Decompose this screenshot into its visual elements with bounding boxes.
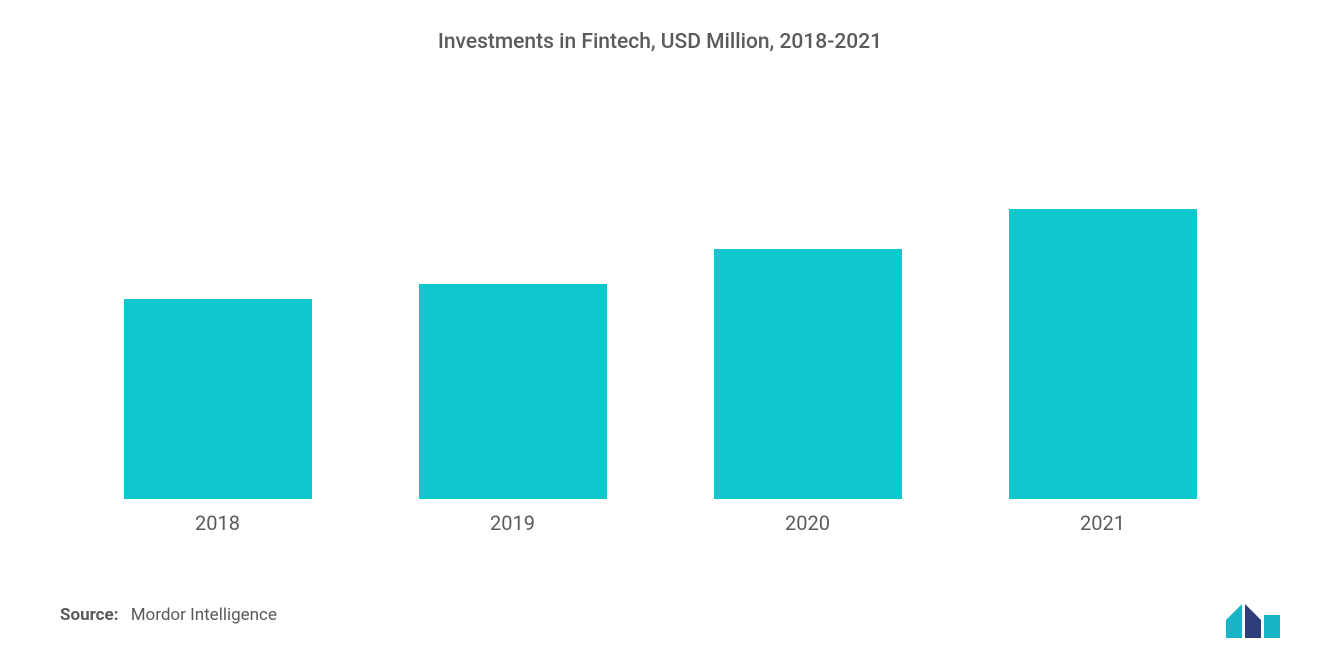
source-text: Mordor Intelligence bbox=[131, 605, 277, 625]
bar-group-3 bbox=[955, 209, 1250, 499]
x-label-3: 2021 bbox=[955, 511, 1250, 535]
brand-logo-icon bbox=[1224, 602, 1282, 640]
bar-1 bbox=[419, 284, 607, 499]
bar-0 bbox=[124, 299, 312, 499]
chart-title: Investments in Fintech, USD Million, 201… bbox=[50, 30, 1270, 54]
logo-bar-3 bbox=[1264, 615, 1280, 638]
chart-container: Investments in Fintech, USD Million, 201… bbox=[0, 0, 1320, 665]
bar-3 bbox=[1009, 209, 1197, 499]
plot-area bbox=[50, 74, 1270, 499]
x-label-0: 2018 bbox=[70, 511, 365, 535]
source-label: Source: bbox=[60, 605, 118, 625]
logo-bar-2 bbox=[1245, 604, 1261, 638]
bar-group-2 bbox=[660, 249, 955, 499]
bar-group-0 bbox=[70, 299, 365, 499]
x-label-2: 2020 bbox=[660, 511, 955, 535]
logo-bar-1 bbox=[1226, 604, 1242, 638]
bar-group-1 bbox=[365, 284, 660, 499]
source-row: Source: Mordor Intelligence bbox=[50, 605, 1270, 625]
x-axis: 2018 2019 2020 2021 bbox=[50, 499, 1270, 535]
bar-2 bbox=[714, 249, 902, 499]
x-label-1: 2019 bbox=[365, 511, 660, 535]
